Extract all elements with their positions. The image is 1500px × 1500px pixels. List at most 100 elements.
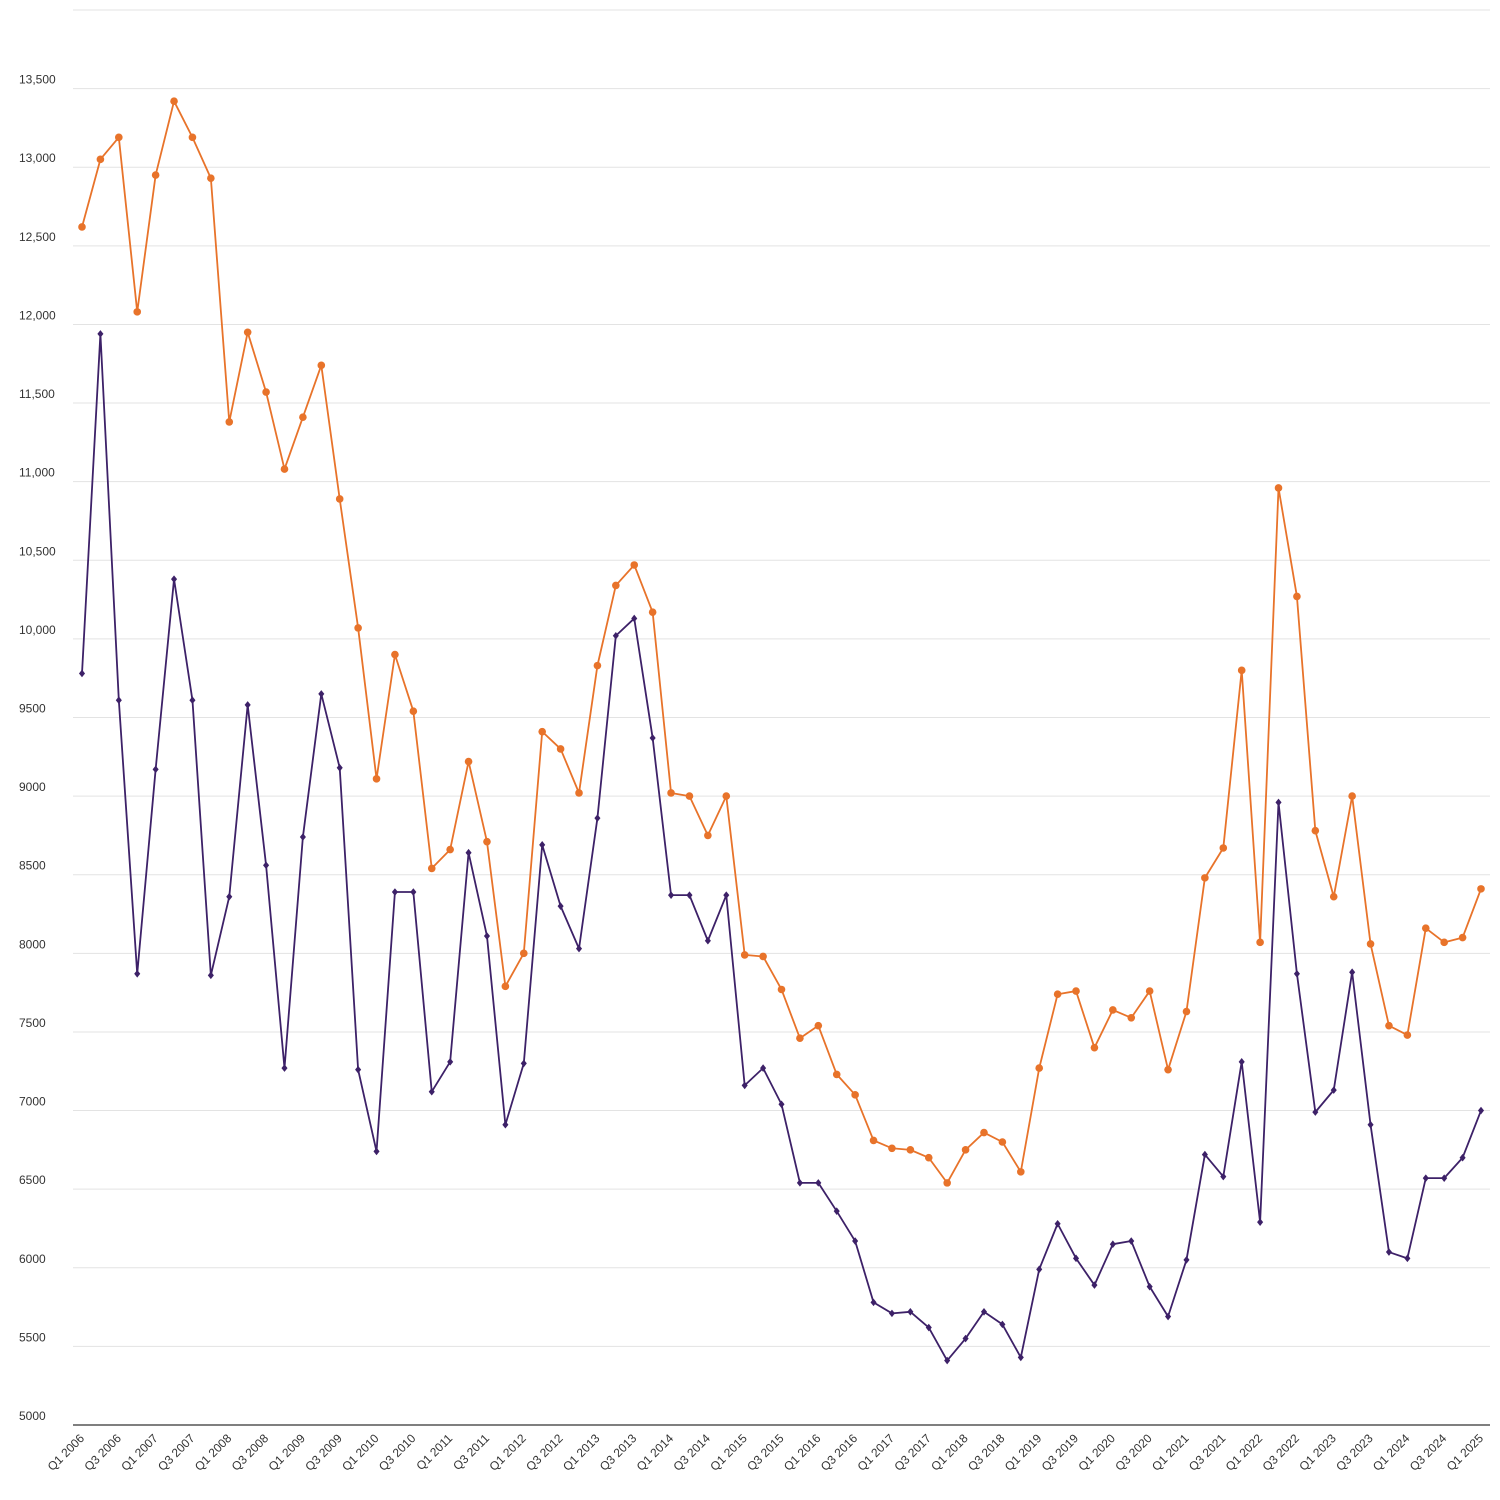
x-tick-label: Q3 2008 — [229, 1431, 272, 1474]
data-point — [281, 1064, 288, 1072]
data-point — [760, 1064, 767, 1072]
data-point — [944, 1356, 951, 1365]
data-point — [557, 902, 564, 910]
x-tick-label: Q3 2007 — [155, 1431, 198, 1474]
data-point — [1165, 1312, 1172, 1321]
data-point — [115, 696, 122, 705]
x-tick-label: Q3 2014 — [671, 1431, 714, 1474]
data-point — [832, 1070, 841, 1079]
y-axis-ticks: 5000 5500 6000 6500 7000 7500 8000 8500 9000 9500… — [19, 73, 56, 1423]
y-tick-label: 6000 — [19, 1252, 46, 1266]
x-tick-label: Q1 2023 — [1296, 1431, 1339, 1474]
data-point — [980, 1308, 988, 1316]
data-point — [723, 891, 730, 899]
y-tick-label: 6500 — [19, 1173, 46, 1187]
y-tick-label: 12,000 — [19, 308, 56, 322]
data-point — [188, 133, 197, 142]
data-point — [870, 1298, 877, 1307]
data-point — [1477, 1106, 1485, 1115]
data-point — [686, 891, 693, 899]
data-point — [134, 969, 141, 978]
data-point — [1072, 1254, 1080, 1263]
data-point — [1201, 874, 1209, 882]
data-point — [1182, 1007, 1191, 1016]
data-point — [427, 864, 436, 873]
x-tick-label: Q3 2012 — [523, 1431, 566, 1474]
x-tick-label: Q3 2019 — [1039, 1431, 1082, 1474]
data-point — [667, 789, 675, 797]
data-point — [630, 561, 639, 569]
data-point — [833, 1207, 840, 1215]
data-point — [336, 764, 343, 772]
data-point — [318, 690, 325, 698]
x-tick-label: Q1 2022 — [1223, 1431, 1266, 1474]
data-point — [372, 775, 381, 783]
x-tick-label: Q3 2015 — [744, 1431, 787, 1474]
data-point — [814, 1021, 823, 1030]
x-tick-label: Q3 2006 — [81, 1431, 124, 1474]
data-point — [556, 745, 565, 753]
data-point — [1072, 987, 1080, 995]
y-tick-label: 8500 — [19, 859, 46, 873]
y-tick-label: 5000 — [19, 1409, 46, 1423]
data-point — [391, 650, 399, 659]
x-tick-label: Q1 2014 — [634, 1431, 677, 1474]
data-point — [483, 932, 491, 940]
x-tick-label: Q1 2016 — [781, 1431, 824, 1474]
data-point — [226, 892, 233, 901]
data-point — [1237, 666, 1246, 675]
data-point — [759, 952, 767, 961]
data-point — [722, 792, 731, 800]
series-line — [81, 100, 1482, 1184]
data-point — [852, 1237, 859, 1245]
data-point — [501, 982, 510, 991]
data-point — [612, 631, 619, 640]
x-tick-label: Q1 2010 — [339, 1431, 382, 1474]
data-point — [447, 1058, 454, 1066]
data-point — [1128, 1237, 1135, 1245]
data-point — [1403, 1031, 1412, 1039]
data-point — [78, 223, 86, 231]
grid-lines — [73, 9, 1490, 1347]
data-point — [631, 614, 638, 623]
x-tick-label: Q1 2013 — [560, 1431, 603, 1474]
x-tick-label: Q1 2018 — [928, 1431, 971, 1474]
data-point — [465, 848, 472, 857]
data-point — [796, 1179, 803, 1187]
data-point — [906, 1146, 915, 1154]
data-point — [97, 330, 104, 338]
data-point — [133, 308, 142, 316]
data-point — [999, 1320, 1006, 1329]
data-point — [428, 1087, 435, 1096]
data-point — [410, 888, 417, 896]
data-point — [888, 1309, 895, 1318]
data-point — [189, 696, 196, 705]
x-tick-label: Q3 2024 — [1407, 1431, 1450, 1474]
x-tick-label: Q1 2015 — [707, 1431, 750, 1474]
data-point — [907, 1308, 914, 1316]
data-point — [648, 608, 657, 616]
data-point — [519, 949, 528, 958]
x-tick-label: Q1 2008 — [192, 1431, 235, 1474]
x-tick-label: Q1 2012 — [486, 1431, 529, 1474]
data-point — [962, 1334, 969, 1343]
y-tick-label: 8000 — [19, 937, 46, 951]
data-point — [539, 841, 546, 849]
data-point — [1366, 940, 1375, 948]
data-point — [888, 1144, 896, 1153]
data-point — [1349, 968, 1356, 976]
data-point — [1054, 1219, 1061, 1228]
x-tick-label: Q1 2024 — [1370, 1431, 1413, 1474]
data-point — [594, 814, 601, 822]
data-point — [262, 388, 270, 396]
x-tick-label: Q1 2011 — [413, 1431, 455, 1473]
series-group — [78, 97, 1485, 1365]
data-point — [335, 495, 344, 503]
x-tick-label: Q3 2023 — [1333, 1431, 1376, 1474]
data-point — [1145, 987, 1154, 995]
data-point — [649, 734, 656, 742]
data-point — [1329, 892, 1338, 901]
data-point — [78, 669, 86, 678]
data-point — [1257, 1218, 1264, 1226]
